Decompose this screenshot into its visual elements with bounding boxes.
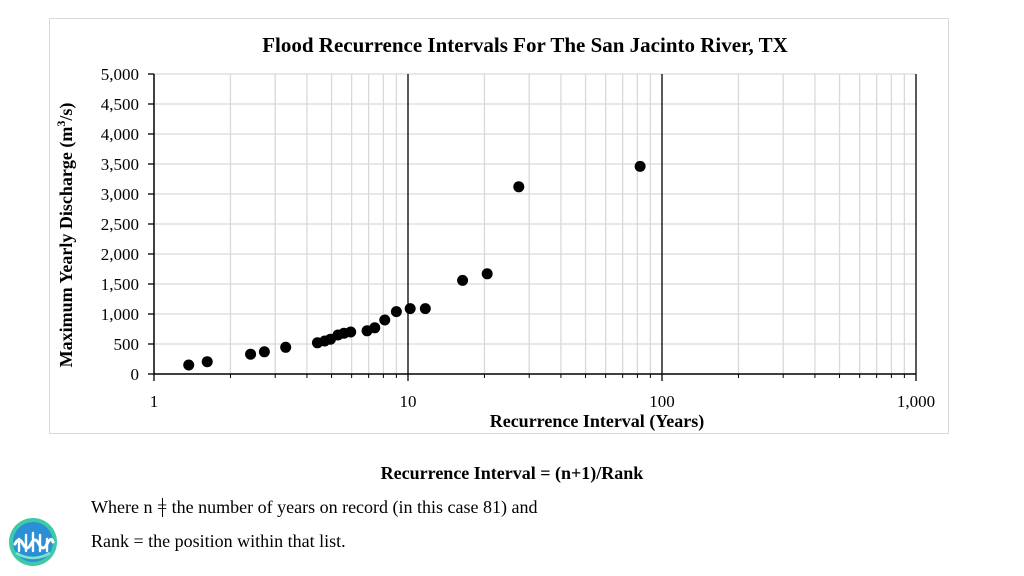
data-point [513, 181, 525, 193]
y-tick-label: 4,500 [101, 95, 139, 114]
y-tick-label: 500 [114, 335, 140, 354]
chart-title: Flood Recurrence Intervals For The San J… [262, 33, 788, 57]
data-point [258, 346, 270, 358]
data-point [379, 314, 391, 326]
x-tick-label: 100 [649, 392, 675, 411]
equals-cursor-icon: = [157, 497, 167, 517]
data-point [419, 303, 431, 315]
y-axis-label: Maximum Yearly Discharge (m3/s) [54, 103, 77, 368]
formula-text: Recurrence Interval = (n+1)/Rank [380, 463, 644, 483]
y-tick-label: 3,500 [101, 155, 139, 174]
data-point [457, 274, 469, 286]
data-point [404, 303, 416, 315]
scatter-chart: Flood Recurrence Intervals For The San J… [54, 33, 935, 432]
grid-lines [154, 73, 917, 374]
note-line-1-end: the number of years on record (in this c… [167, 497, 538, 517]
x-axis-label: Recurrence Interval (Years) [490, 411, 705, 432]
data-point [634, 160, 646, 172]
data-point [201, 356, 213, 368]
y-tick-label: 3,000 [101, 185, 139, 204]
chart-area: Flood Recurrence Intervals For The San J… [49, 18, 949, 434]
x-tick-label: 1 [150, 392, 159, 411]
y-tick-label: 1,500 [101, 275, 139, 294]
wave-logo-icon [8, 517, 58, 567]
note-line-1-start: Where n [91, 497, 157, 517]
data-point [390, 306, 402, 318]
x-tick-label: 10 [400, 392, 417, 411]
data-point [345, 326, 357, 338]
y-tick-label: 4,000 [101, 125, 139, 144]
axes [148, 73, 917, 381]
data-point [183, 359, 195, 371]
tick-labels: 0 500 1,000 1,500 2,000 2,500 3,000 3,500 4,000 4… [101, 65, 935, 411]
data-point [481, 268, 493, 280]
note-line-2: Rank = the position within that list. [91, 531, 346, 551]
y-tick-label: 1,000 [101, 305, 139, 324]
data-points [183, 160, 646, 371]
y-tick-label: 0 [131, 365, 140, 384]
y-tick-label: 5,000 [101, 65, 139, 84]
y-tick-label: 2,000 [101, 245, 139, 264]
y-tick-label: 2,500 [101, 215, 139, 234]
data-point [369, 322, 381, 334]
note-line-1: Where n = the number of years on record … [91, 497, 538, 518]
x-tick-label: 1,000 [897, 392, 935, 411]
data-point [280, 341, 292, 353]
data-point [245, 348, 257, 360]
